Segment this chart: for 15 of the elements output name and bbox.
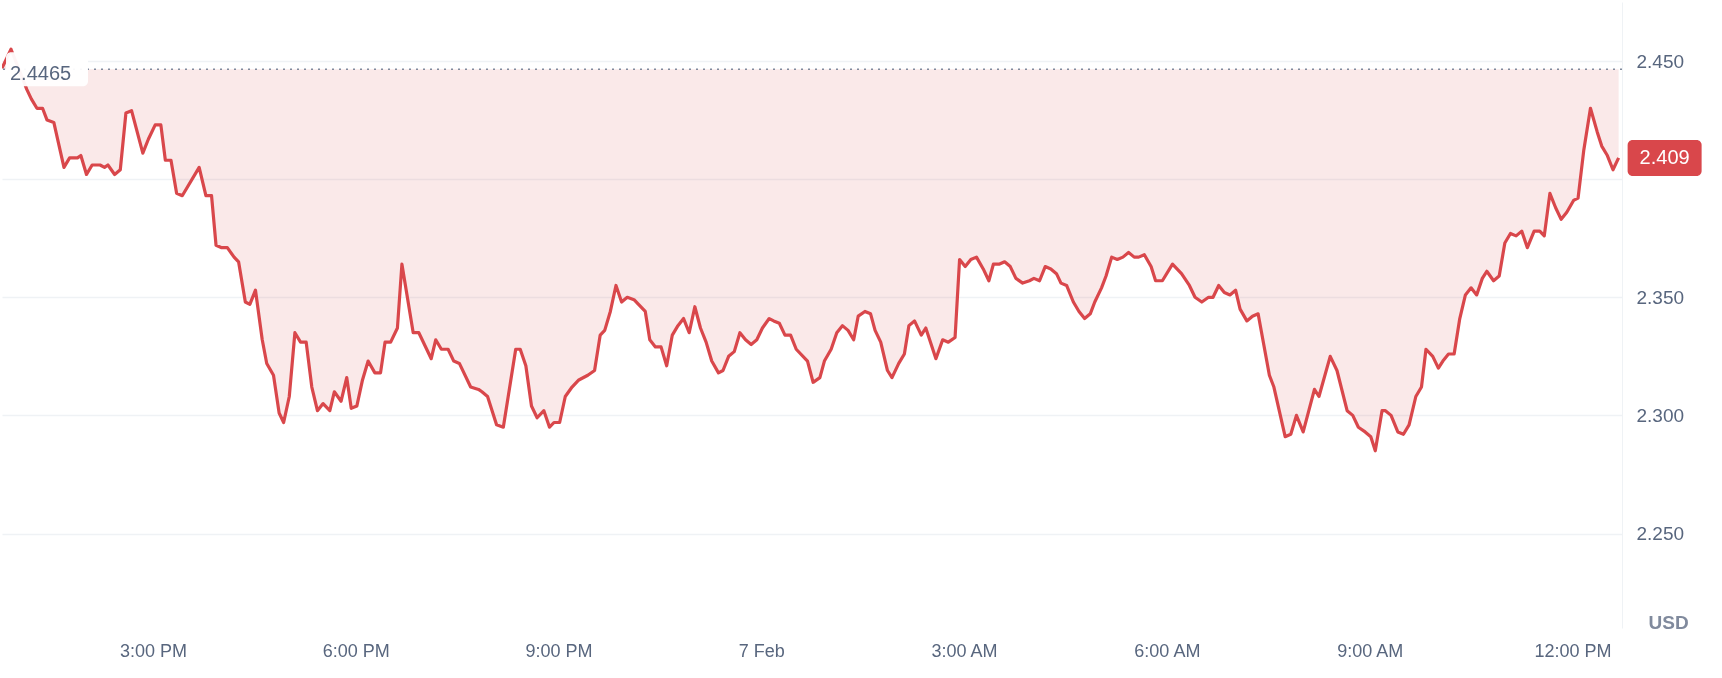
y-tick-label: 2.250 [1636,523,1685,545]
x-tick-label: 6:00 PM [322,640,390,661]
x-tick-label: 6:00 AM [1134,640,1201,661]
x-tick-label: 12:00 PM [1534,640,1612,661]
y-tick-label: 2.450 [1636,50,1685,72]
y-tick-label: 2.300 [1636,404,1685,426]
x-tick-label: 3:00 AM [931,640,998,661]
x-tick-label: 3:00 PM [119,640,187,661]
y-axis-title: USD [1648,611,1689,633]
annotation: 2.409 [1639,145,1690,168]
ref-line-label: 2.4465 [10,62,72,85]
x-tick-label: 9:00 AM [1337,640,1404,661]
x-tick-label: 9:00 PM [525,640,593,661]
x-tick-label: 7 Feb [738,640,785,661]
y-tick-label: 2.350 [1636,286,1685,308]
